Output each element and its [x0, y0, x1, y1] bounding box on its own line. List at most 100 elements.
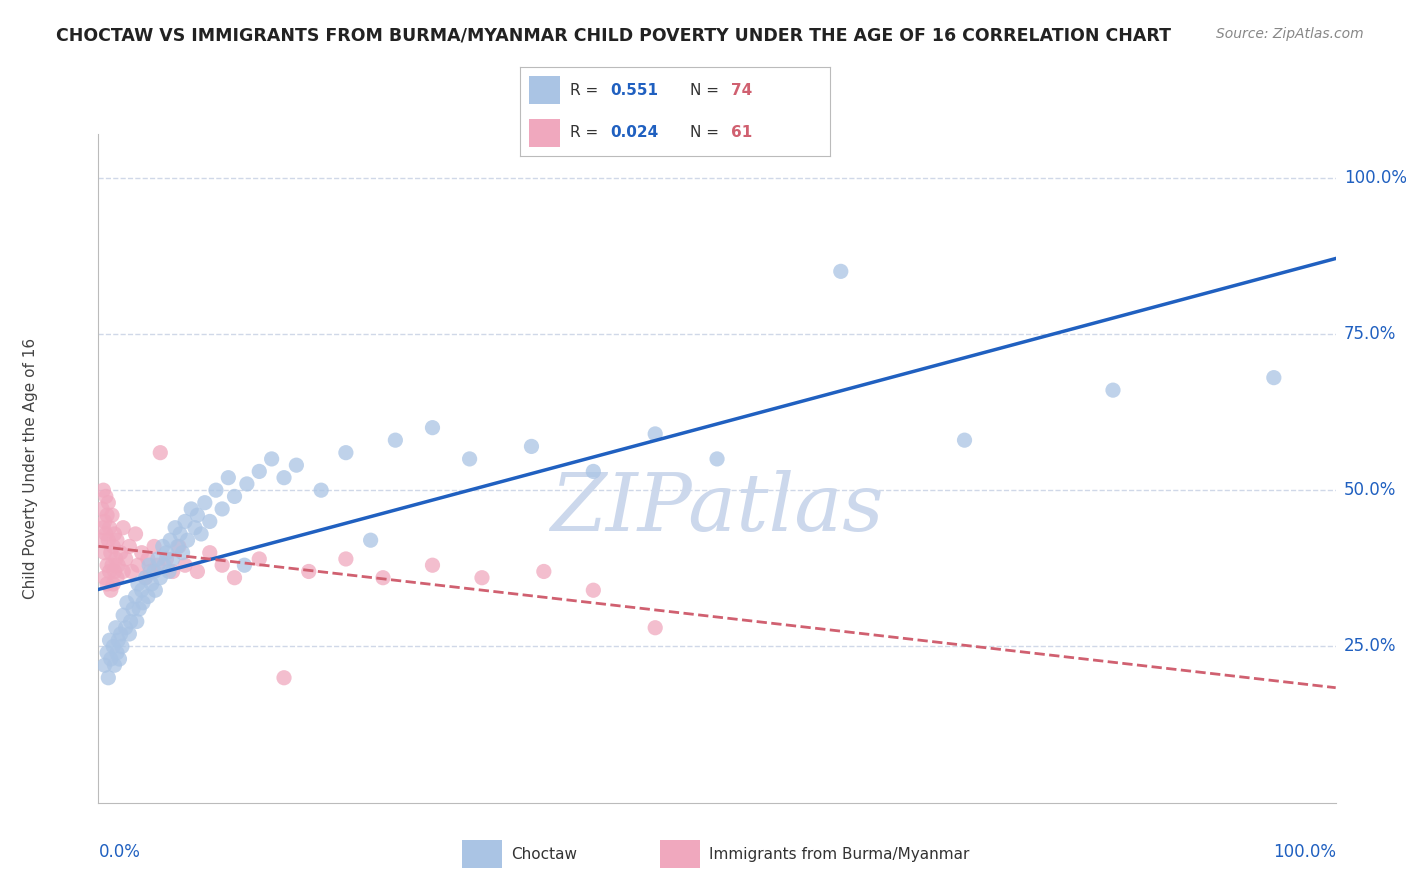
Point	[134, 571, 156, 585]
Point	[103, 540, 125, 554]
Point	[371, 571, 394, 585]
Point	[134, 571, 156, 585]
Point	[124, 527, 146, 541]
Point	[186, 565, 208, 579]
Point	[1263, 370, 1285, 384]
Point	[422, 558, 444, 573]
Bar	[530, 76, 561, 104]
Point	[93, 483, 115, 498]
Point	[91, 502, 114, 516]
Point	[104, 621, 127, 635]
Point	[186, 508, 208, 523]
Point	[107, 558, 129, 573]
Point	[273, 471, 295, 485]
Text: Child Poverty Under the Age of 16: Child Poverty Under the Age of 16	[22, 338, 38, 599]
Point	[174, 515, 197, 529]
Point	[97, 533, 120, 548]
Point	[247, 552, 270, 566]
Point	[146, 558, 169, 573]
Point	[157, 565, 180, 579]
Text: 50.0%: 50.0%	[1344, 481, 1396, 500]
Point	[644, 621, 666, 635]
Point	[131, 583, 153, 598]
Point	[167, 540, 190, 554]
Point	[105, 571, 128, 585]
Point	[111, 640, 134, 654]
Point	[309, 483, 332, 498]
Point	[143, 583, 166, 598]
Point	[107, 633, 129, 648]
Point	[127, 558, 149, 573]
Text: R =: R =	[569, 126, 603, 140]
Point	[121, 565, 143, 579]
Point	[103, 577, 125, 591]
Point	[118, 627, 141, 641]
Point	[110, 627, 132, 641]
Point	[141, 577, 163, 591]
Point	[211, 558, 233, 573]
Point	[128, 602, 150, 616]
Point	[205, 483, 228, 498]
Point	[422, 420, 444, 434]
Point	[103, 527, 125, 541]
Point	[360, 533, 382, 548]
Text: 75.0%: 75.0%	[1344, 325, 1396, 343]
Point	[101, 508, 124, 523]
Point	[112, 608, 135, 623]
Point	[93, 546, 115, 560]
Point	[471, 571, 494, 585]
Point	[198, 546, 221, 560]
Point	[104, 552, 127, 566]
Point	[260, 451, 283, 466]
Point	[115, 596, 138, 610]
Text: ZIPatlas: ZIPatlas	[550, 470, 884, 547]
Bar	[461, 840, 502, 868]
Text: CHOCTAW VS IMMIGRANTS FROM BURMA/MYANMAR CHILD POVERTY UNDER THE AGE OF 16 CORRE: CHOCTAW VS IMMIGRANTS FROM BURMA/MYANMAR…	[56, 27, 1171, 45]
Point	[198, 515, 221, 529]
Point	[153, 558, 176, 573]
Point	[180, 502, 202, 516]
Text: Choctaw: Choctaw	[512, 847, 578, 862]
Text: N =: N =	[690, 83, 724, 97]
Point	[146, 552, 169, 566]
Point	[103, 658, 125, 673]
Point	[105, 533, 128, 548]
Point	[97, 496, 120, 510]
Point	[127, 577, 149, 591]
Point	[98, 521, 121, 535]
Point	[136, 590, 159, 604]
Point	[143, 565, 166, 579]
Point	[90, 533, 112, 548]
Point	[176, 533, 198, 548]
Point	[273, 671, 295, 685]
Point	[1102, 383, 1125, 397]
Point	[94, 490, 117, 504]
Text: R =: R =	[569, 83, 603, 97]
Point	[96, 508, 118, 523]
Point	[114, 552, 136, 566]
Text: Source: ZipAtlas.com: Source: ZipAtlas.com	[1216, 27, 1364, 41]
Bar	[659, 840, 700, 868]
Point	[143, 540, 166, 554]
Text: 25.0%: 25.0%	[1344, 638, 1396, 656]
Point	[103, 565, 125, 579]
Point	[96, 646, 118, 660]
Point	[159, 533, 181, 548]
Point	[96, 558, 118, 573]
Point	[582, 465, 605, 479]
Point	[233, 558, 256, 573]
Point	[120, 615, 142, 629]
Point	[165, 521, 187, 535]
Point	[96, 577, 118, 591]
Point	[706, 451, 728, 466]
Point	[162, 552, 184, 566]
Point	[194, 496, 217, 510]
Point	[118, 540, 141, 554]
Point	[152, 540, 174, 554]
Point	[458, 451, 481, 466]
Point	[122, 602, 145, 616]
Point	[110, 546, 132, 560]
Point	[335, 445, 357, 459]
Text: 100.0%: 100.0%	[1344, 169, 1406, 186]
Point	[166, 540, 188, 554]
